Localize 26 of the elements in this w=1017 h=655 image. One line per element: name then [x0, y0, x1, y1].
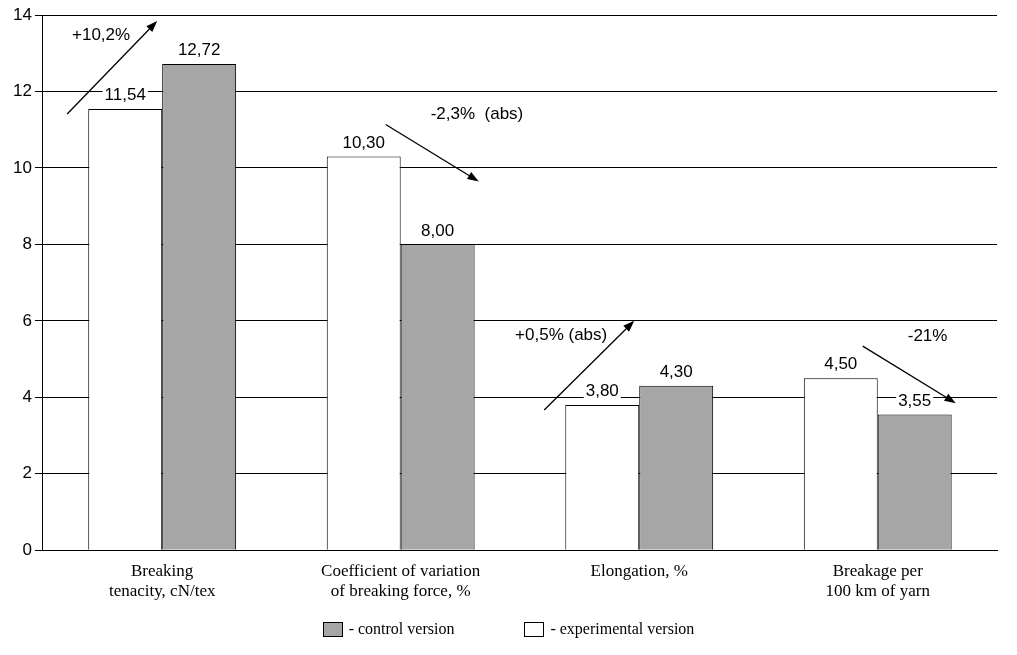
y-tick-label: 12: [12, 81, 32, 101]
annotation: -2,3% (abs): [430, 104, 524, 124]
legend-label: - control version: [348, 620, 455, 638]
annotation: +0,5% (abs): [515, 324, 608, 344]
data-label: 3,80: [585, 381, 619, 401]
data-label: 3,55: [898, 390, 932, 410]
y-tick-label: 6: [22, 310, 32, 330]
x-tick-label: Breaking tenacity, cN/tex: [108, 560, 216, 601]
data-label: 10,30: [342, 132, 385, 152]
annotation: -21%: [907, 325, 948, 345]
data-label: 4,30: [659, 362, 693, 381]
y-tick-label: 2: [22, 463, 32, 483]
data-label: 12,72: [177, 40, 221, 60]
y-tick-label: 4: [22, 386, 32, 406]
data-label: 4,50: [824, 354, 858, 374]
y-tick-label: 8: [22, 234, 32, 254]
legend-label: - experimental version: [550, 620, 695, 638]
data-label: 8,00: [421, 220, 455, 240]
x-tick-label: Elongation, %: [590, 560, 688, 580]
x-tick-label: Breakage per 100 km of yarn: [825, 560, 931, 601]
annotation: +10,2%: [72, 24, 131, 44]
y-tick-label: 14: [12, 4, 32, 24]
data-label: 11,54: [104, 85, 146, 105]
y-tick-label: 0: [22, 539, 32, 559]
x-tick-label: Coefficient of variation of breaking force, %: [321, 560, 481, 601]
y-tick-label: 10: [12, 157, 32, 177]
